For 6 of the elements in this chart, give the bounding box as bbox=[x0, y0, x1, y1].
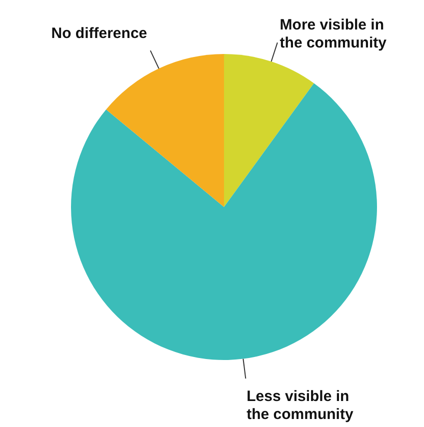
pie-slice bbox=[224, 54, 314, 207]
pie-slice bbox=[106, 54, 224, 207]
pie-slice bbox=[71, 83, 377, 360]
slice-label: No difference bbox=[51, 24, 148, 42]
slice-label: More visible in the community bbox=[280, 16, 388, 52]
slice-label: Less visible in the community bbox=[246, 388, 354, 424]
